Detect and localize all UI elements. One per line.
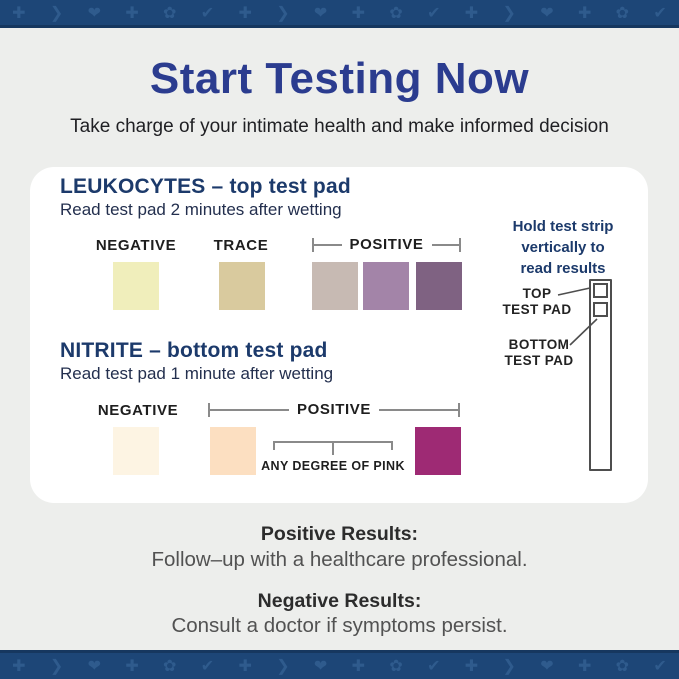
top-test-pad-label: TOP TEST PAD bbox=[477, 286, 597, 318]
pattern-glyph-icon: ❯ bbox=[49, 658, 64, 675]
nitrite-swatch-negative bbox=[113, 427, 159, 475]
pattern-glyph-icon: ✚ bbox=[238, 4, 252, 22]
nitrite-heading: NITRITE – bottom test pad bbox=[60, 339, 328, 362]
bracket-end-tick bbox=[312, 237, 314, 252]
pattern-glyph-icon: ✚ bbox=[577, 658, 592, 675]
bottom-test-pad-square bbox=[593, 302, 608, 317]
page-title: Start Testing Now bbox=[149, 54, 530, 103]
pattern-glyph-icon: ✚ bbox=[125, 658, 139, 675]
pattern-glyph-icon: ✚ bbox=[125, 4, 139, 22]
leukocytes-swatch-trace bbox=[219, 262, 265, 310]
pattern-glyph-icon: ❯ bbox=[276, 658, 290, 675]
pattern-glyph-icon: ❤ bbox=[87, 4, 101, 22]
positive-results-heading: Positive Results: bbox=[260, 523, 419, 545]
bracket-line bbox=[431, 243, 459, 246]
pattern-glyph-icon: ✚ bbox=[464, 4, 479, 22]
pattern-glyph-icon: ✚ bbox=[351, 4, 366, 22]
bracket-end-tick bbox=[208, 402, 210, 417]
bracket-end-tick bbox=[458, 402, 460, 417]
pattern-glyph-icon: ✿ bbox=[615, 4, 630, 22]
strip-guide-caption: Hold test strip vertically to read resul… bbox=[493, 216, 633, 279]
nitrite-positive-bracket: POSITIVE bbox=[208, 401, 460, 418]
leukocytes-negative-label: NEGATIVE bbox=[95, 237, 177, 254]
pattern-glyph-icon: ✿ bbox=[389, 4, 403, 22]
page-subtitle: Take charge of your intimate health and … bbox=[70, 116, 609, 137]
leukocytes-trace-label: TRACE bbox=[213, 237, 269, 254]
pattern-glyph-icon: ❯ bbox=[49, 4, 64, 22]
pattern-glyph-icon: ✿ bbox=[163, 4, 177, 22]
leukocytes-positive-bracket: POSITIVE bbox=[312, 236, 461, 253]
pattern-glyph-icon: ❤ bbox=[540, 658, 554, 675]
leukocytes-swatch-positive-light bbox=[312, 262, 358, 310]
any-degree-of-pink-bracket: ANY DEGREE OF PINK bbox=[261, 441, 404, 473]
pattern-glyph-icon: ✔ bbox=[427, 658, 441, 675]
nitrite-swatch-positive-light bbox=[210, 427, 256, 475]
leukocytes-swatch-negative bbox=[113, 262, 159, 310]
top-test-pad-square bbox=[593, 283, 608, 298]
bracket-end-tick bbox=[459, 237, 461, 252]
top-test-pad-label-line: TEST PAD bbox=[502, 301, 572, 317]
pattern-glyph-icon: ✚ bbox=[577, 4, 592, 22]
bottom-test-pad-label: BOTTOM TEST PAD bbox=[479, 337, 599, 369]
negative-results-heading: Negative Results: bbox=[257, 590, 422, 612]
bottom-border-pattern: ✚ ❯ ❤ ✚ ✿ ✔ ✚ ❯ ❤ ✚ ✿ ✔ ✚ ❯ ❤ ✚ ✿ ✔ bbox=[0, 650, 679, 679]
pattern-glyph-icon: ❯ bbox=[276, 4, 290, 22]
bracket-end-tick bbox=[273, 441, 275, 450]
leukocytes-instruction: Read test pad 2 minutes after wetting bbox=[60, 200, 342, 219]
top-border-pattern: ✚ ❯ ❤ ✚ ✿ ✔ ✚ ❯ ❤ ✚ ✿ ✔ ✚ ❯ ❤ ✚ ✿ ✔ bbox=[0, 0, 679, 28]
pattern-glyph-icon: ✔ bbox=[653, 4, 667, 22]
bracket-end-tick bbox=[391, 441, 393, 450]
results-card: LEUKOCYTES – top test pad Read test pad … bbox=[30, 167, 648, 503]
pattern-glyph-icon: ✔ bbox=[653, 658, 667, 675]
pattern-glyph-icon: ❤ bbox=[540, 4, 554, 22]
pattern-glyph-icon: ✚ bbox=[351, 658, 366, 675]
pattern-glyph-icon: ❤ bbox=[313, 4, 328, 22]
nitrite-swatch-positive-dark bbox=[415, 427, 461, 475]
pattern-glyph-icon: ✿ bbox=[615, 658, 630, 675]
nitrite-positive-label: POSITIVE bbox=[297, 401, 371, 418]
pattern-glyph-icon: ✔ bbox=[427, 4, 441, 22]
leukocytes-swatch-positive-dark bbox=[416, 262, 462, 310]
pattern-glyph-icon: ✚ bbox=[12, 4, 26, 22]
top-test-pad-label-line: TOP bbox=[522, 286, 552, 301]
pattern-glyph-icon: ✔ bbox=[200, 658, 215, 675]
bracket-center-tick bbox=[332, 441, 334, 455]
any-degree-of-pink-note: ANY DEGREE OF PINK bbox=[261, 459, 405, 473]
strip-caption-line: vertically to bbox=[521, 239, 605, 256]
strip-caption-line: Hold test strip bbox=[512, 218, 614, 235]
pattern-glyph-icon: ✿ bbox=[389, 658, 403, 675]
pattern-glyph-icon: ✚ bbox=[464, 658, 479, 675]
bottom-test-pad-label-line: BOTTOM bbox=[508, 337, 570, 352]
pattern-glyph-icon: ✚ bbox=[238, 658, 252, 675]
pattern-glyph-icon: ✚ bbox=[12, 658, 26, 675]
leukocytes-positive-label: POSITIVE bbox=[349, 236, 424, 253]
nitrite-instruction: Read test pad 1 minute after wetting bbox=[60, 364, 334, 383]
bracket-line bbox=[210, 408, 289, 411]
negative-results-body: Consult a doctor if symptoms persist. bbox=[171, 614, 508, 637]
bracket-line bbox=[314, 243, 342, 246]
bracket-line bbox=[379, 408, 458, 411]
leukocytes-heading: LEUKOCYTES – top test pad bbox=[60, 175, 351, 198]
nitrite-negative-label: NEGATIVE bbox=[97, 402, 179, 419]
pattern-glyph-icon: ❯ bbox=[502, 658, 516, 675]
pattern-glyph-icon: ✔ bbox=[200, 4, 215, 22]
pattern-glyph-icon: ❤ bbox=[87, 658, 101, 675]
pattern-glyph-icon: ❤ bbox=[313, 658, 328, 675]
leukocytes-swatch-positive-medium bbox=[363, 262, 409, 310]
bottom-test-pad-label-line: TEST PAD bbox=[504, 352, 574, 368]
positive-results-body: Follow–up with a healthcare professional… bbox=[151, 548, 528, 571]
pattern-glyph-icon: ❯ bbox=[502, 4, 516, 22]
strip-caption-line: read results bbox=[520, 260, 606, 277]
pattern-glyph-icon: ✿ bbox=[163, 658, 177, 675]
